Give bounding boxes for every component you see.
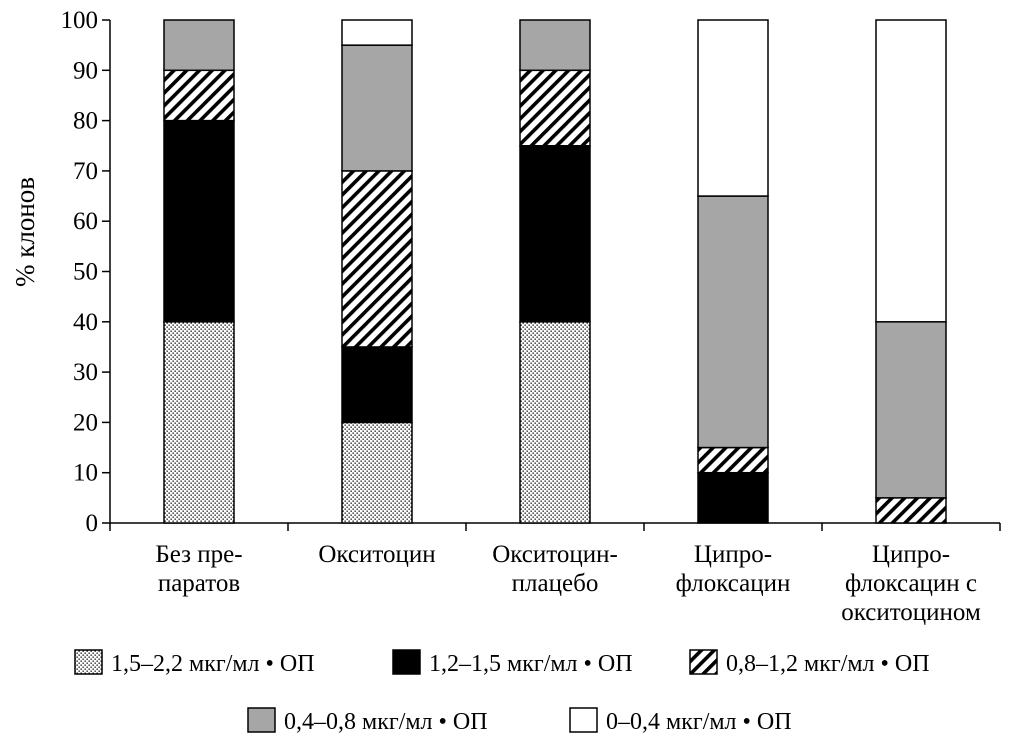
bar-segment [875,321,947,499]
legend-label: 0,4–0,8 мкг/мл • ОП [284,709,488,735]
x-category-label: Окситоцин [318,541,435,568]
bar-segment [519,145,591,323]
legend-swatch [689,649,718,675]
y-axis: 0 10 20 30 40 50 60 70 80 90 100 [61,7,111,537]
x-category-label: флоксацин [676,570,791,597]
legend-entry: 0,8–1,2 мкг/мл • ОП [689,649,930,677]
y-tick-label: 50 [73,259,98,286]
bar-segment [519,321,591,524]
y-tick-label: 100 [61,7,99,34]
bar-segment [519,69,591,147]
legend-entry: 0,4–0,8 мкг/мл • ОП [247,707,488,735]
bar-segment [697,19,769,197]
legend-entry: 1,2–1,5 мкг/мл • ОП [392,649,633,677]
y-tick-label: 60 [73,208,98,235]
bar-segment [163,19,235,72]
legend-swatch [247,707,276,733]
x-category-label: флоксацин с [845,570,977,597]
bar-segment [163,321,235,524]
bar-stack [163,19,235,524]
bar-stack [875,19,947,524]
x-axis [109,522,1001,531]
x-category-label: Окситоцин- [492,541,618,568]
x-category-label: плацебо [512,570,599,597]
legend-label: 0,8–1,2 мкг/мл • ОП [726,651,930,677]
bar-stack [697,19,769,524]
y-tick-label: 30 [73,359,98,386]
bar-segment [875,497,947,524]
legend-label: 1,2–1,5 мкг/мл • ОП [429,651,633,677]
x-category-label: Без пре- [155,541,242,568]
bar-segment [341,19,413,46]
bar-segment [697,195,769,449]
legend-label: 0–0,4 мкг/мл • ОП [606,709,792,735]
y-tick-label: 90 [73,57,98,84]
x-category-label: Ципро- [694,541,772,568]
x-category-label: паратов [158,570,240,597]
legend-entry: 1,5–2,2 мкг/мл • ОП [74,649,315,677]
legend-entry: 0–0,4 мкг/мл • ОП [569,707,792,735]
legend-label: 1,5–2,2 мкг/мл • ОП [111,651,315,677]
y-tick-label: 70 [73,158,98,185]
y-tick-label: 80 [73,108,98,135]
bar-segment [697,446,769,474]
y-axis-label: % клонов [10,177,40,287]
legend-swatch [74,649,103,675]
bar-segment [341,170,413,348]
x-category-label: окситоцином [841,599,981,626]
legend: 1,5–2,2 мкг/мл • ОП 1,2–1,5 мкг/мл • ОП 0,… [74,649,930,735]
y-tick-label: 40 [73,309,98,336]
bar-stack [519,19,591,524]
bar-segment [697,471,769,524]
bar-segment [341,44,413,172]
y-tick-label: 20 [73,409,98,436]
bar-segment [875,19,947,323]
legend-swatch [392,649,421,675]
y-tick-label: 0 [86,510,99,537]
bar-segment [163,119,235,323]
bar-segment [341,346,413,424]
y-tick-label: 10 [73,460,98,487]
bar-stack [341,19,413,524]
bars [163,19,947,524]
bar-segment [341,421,413,524]
legend-swatch [569,707,598,733]
bar-segment [163,69,235,122]
x-category-label: Ципро- [872,541,950,568]
bar-segment [519,19,591,72]
category-labels: Без пре-паратов Окситоцин Окситоцин-плацеб… [155,541,981,626]
